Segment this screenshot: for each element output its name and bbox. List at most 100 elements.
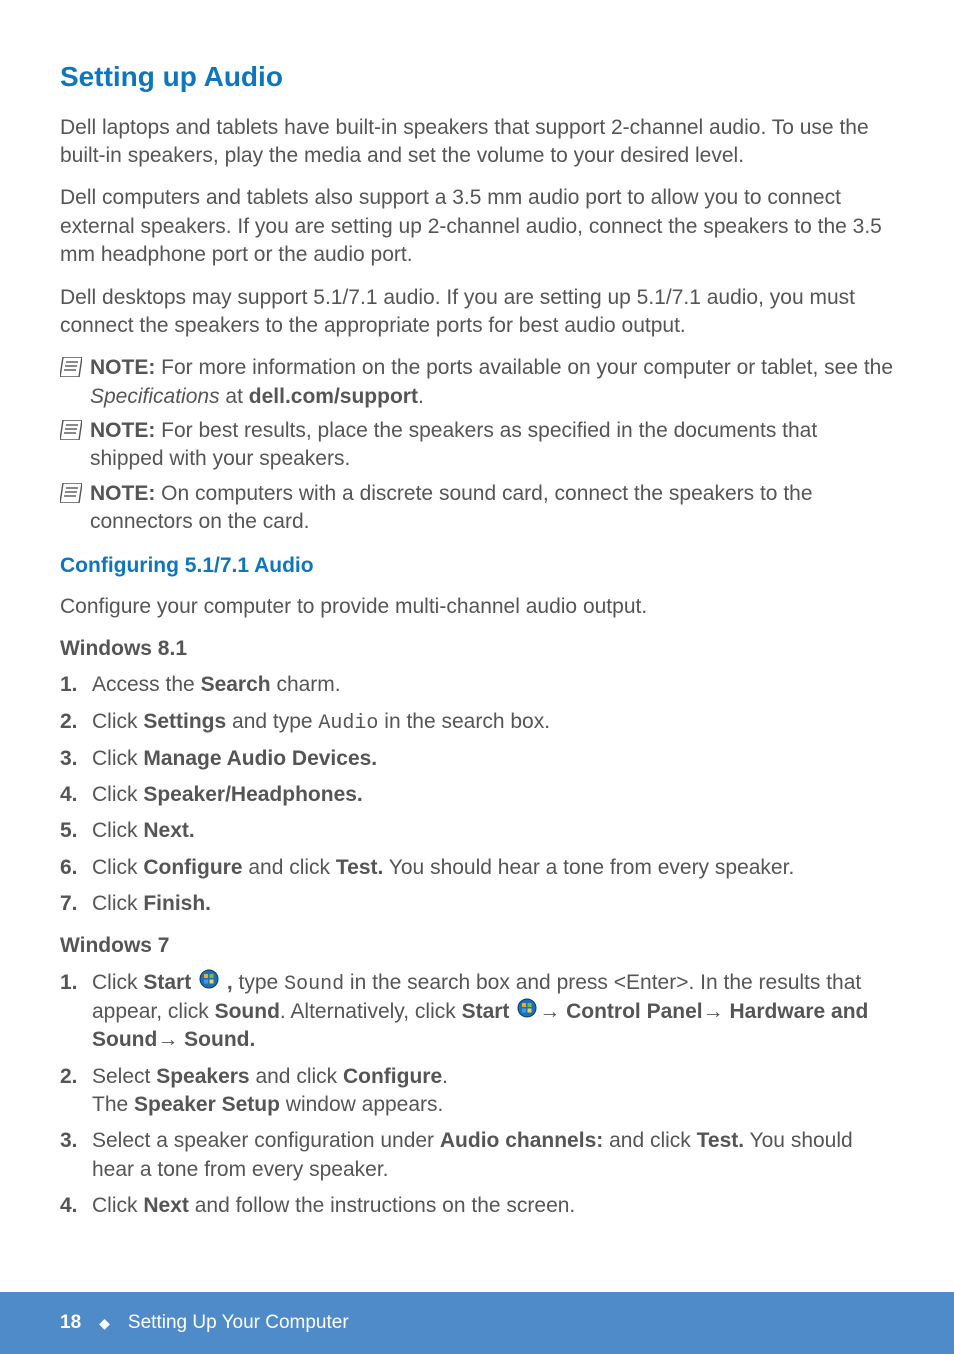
windows-start-orb-icon	[517, 998, 537, 1026]
diamond-icon: ◆	[99, 1314, 110, 1333]
list-item: 3.Click Manage Audio Devices.	[86, 745, 894, 773]
list-item: 7.Click Finish.	[86, 890, 894, 918]
text: Access the	[92, 673, 201, 696]
text: Select a speaker configuration under	[92, 1129, 440, 1152]
list-item: 4.Click Speaker/Headphones.	[86, 781, 894, 809]
note-label: NOTE:	[90, 419, 155, 442]
list-number: 3.	[60, 1127, 78, 1155]
list-number: 7.	[60, 890, 78, 918]
text: On computers with a discrete sound card,…	[90, 482, 813, 533]
text: Click	[92, 1194, 143, 1217]
text-bold: Control Panel	[566, 1000, 703, 1023]
text-bold: →	[703, 1000, 730, 1023]
text: For more information on the ports availa…	[155, 356, 893, 379]
paragraph: Dell computers and tablets also support …	[60, 184, 894, 269]
list-item: 3.Select a speaker configuration under A…	[86, 1127, 894, 1184]
heading-configuring-audio: Configuring 5.1/7.1 Audio	[60, 552, 894, 580]
paragraph: Dell desktops may support 5.1/7.1 audio.…	[60, 284, 894, 341]
text-bold: Speaker/Headphones.	[143, 783, 362, 806]
text-bold: Finish.	[143, 892, 211, 915]
text: Click	[92, 971, 143, 994]
text: and click	[243, 856, 336, 879]
note-text: NOTE: On computers with a discrete sound…	[90, 480, 894, 537]
text: in the search box.	[378, 710, 550, 733]
list-item: 6.Click Configure and click Test. You sh…	[86, 854, 894, 882]
note-icon	[60, 420, 82, 448]
text-bold: Start	[462, 1000, 516, 1023]
note-label: NOTE:	[90, 482, 155, 505]
heading-setting-up-audio: Setting up Audio	[60, 58, 894, 96]
note-icon	[60, 483, 82, 511]
text: and follow the instructions on the scree…	[189, 1194, 575, 1217]
note-icon	[60, 357, 82, 385]
text-bold: Settings	[143, 710, 226, 733]
text-italic: Specifications	[90, 385, 220, 408]
text: For best results, place the speakers as …	[90, 419, 817, 470]
ordered-list: 1.Access the Search charm. 2.Click Setti…	[60, 671, 894, 918]
note-block: NOTE: For more information on the ports …	[60, 354, 894, 411]
text: . Alternatively, click	[280, 1000, 462, 1023]
windows-start-orb-icon	[199, 969, 219, 997]
text: Select	[92, 1065, 156, 1088]
text: .	[442, 1065, 448, 1088]
list-item: 4.Click Next and follow the instructions…	[86, 1192, 894, 1220]
ordered-list: 1.Click Start , type Sound in the search…	[60, 969, 894, 1221]
text: and type	[226, 710, 318, 733]
text-bold: ,	[221, 971, 233, 994]
text-bold: →	[157, 1028, 184, 1051]
text-bold: Audio channels:	[440, 1129, 603, 1152]
list-item: 1.Click Start , type Sound in the search…	[86, 969, 894, 1055]
paragraph: Dell laptops and tablets have built-in s…	[60, 114, 894, 171]
text: and click	[603, 1129, 696, 1152]
text-bold: Start	[143, 971, 197, 994]
text: .	[418, 385, 424, 408]
note-text: NOTE: For more information on the ports …	[90, 354, 894, 411]
text: at	[220, 385, 249, 408]
list-number: 5.	[60, 817, 78, 845]
list-item: 2.Select Speakers and click Configure.Th…	[86, 1063, 894, 1120]
text: type	[233, 971, 284, 994]
page-body: Setting up Audio Dell laptops and tablet…	[0, 0, 954, 1220]
note-block: NOTE: On computers with a discrete sound…	[60, 480, 894, 537]
footer-page-number: 18	[60, 1310, 81, 1336]
text-bold: Sound	[215, 1000, 280, 1023]
paragraph: Configure your computer to provide multi…	[60, 593, 894, 621]
heading-windows-7: Windows 7	[60, 932, 894, 960]
text-bold: Next	[143, 1194, 189, 1217]
list-item: 5.Click Next.	[86, 817, 894, 845]
heading-windows-81: Windows 8.1	[60, 635, 894, 663]
text-mono: Audio	[318, 712, 378, 735]
text: Click	[92, 892, 143, 915]
text: The	[92, 1093, 134, 1116]
note-text: NOTE: For best results, place the speake…	[90, 417, 894, 474]
link-text: dell.com/support	[249, 385, 418, 408]
text: window appears.	[280, 1093, 443, 1116]
text: and click	[250, 1065, 343, 1088]
text-bold: Next.	[143, 819, 194, 842]
text-bold: Configure	[343, 1065, 442, 1088]
text-bold: Test.	[697, 1129, 744, 1152]
list-item: 2.Click Settings and type Audio in the s…	[86, 708, 894, 737]
text: Click	[92, 783, 143, 806]
text-bold: →	[539, 1000, 566, 1023]
text: Click	[92, 747, 143, 770]
text-mono: Sound	[284, 973, 344, 996]
text-bold: Sound.	[184, 1028, 255, 1051]
text-bold: Test.	[336, 856, 383, 879]
list-number: 6.	[60, 854, 78, 882]
list-number: 1.	[60, 671, 78, 699]
text-bold: Configure	[143, 856, 242, 879]
footer-bar: 18 ◆ Setting Up Your Computer	[0, 1292, 954, 1354]
list-number: 2.	[60, 708, 78, 736]
text-bold: Manage Audio Devices.	[143, 747, 377, 770]
text-bold: Search	[201, 673, 271, 696]
list-number: 4.	[60, 1192, 78, 1220]
list-number: 1.	[60, 969, 78, 997]
text: You should hear a tone from every speake…	[383, 856, 794, 879]
text-bold: Speaker Setup	[134, 1093, 280, 1116]
list-number: 3.	[60, 745, 78, 773]
list-number: 4.	[60, 781, 78, 809]
footer-section-title: Setting Up Your Computer	[128, 1310, 349, 1336]
text: Click	[92, 819, 143, 842]
note-block: NOTE: For best results, place the speake…	[60, 417, 894, 474]
